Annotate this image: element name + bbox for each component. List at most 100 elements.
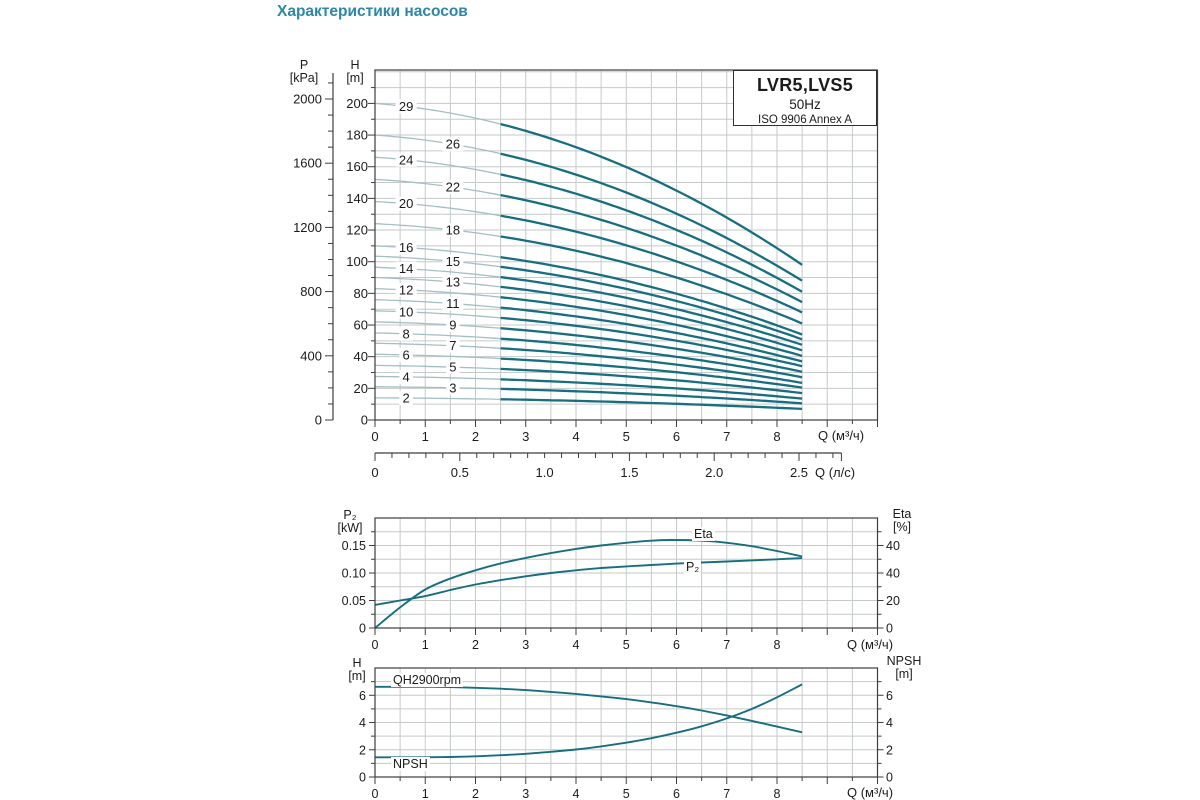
p2-axis-header: P₂ [kW] bbox=[332, 509, 368, 535]
npsh-axis-header: NPSH [m] bbox=[880, 655, 928, 681]
curve-Eta bbox=[374, 539, 803, 629]
p2-axis-tick-label: 0.05 bbox=[342, 594, 366, 608]
pump-curve-14 bbox=[500, 276, 803, 346]
curve-stage-label: 3 bbox=[449, 380, 456, 395]
curve-stage-label-bg bbox=[399, 326, 413, 341]
curve-stage-label: 6 bbox=[403, 347, 410, 362]
pump-curve-thin-9 bbox=[374, 321, 501, 329]
x-tick-label: 5 bbox=[623, 638, 630, 652]
npsh-curve-label: NPSH bbox=[391, 757, 430, 771]
p2-axis-unit: [kW] bbox=[337, 521, 363, 535]
p-axis-tick-label: 1200 bbox=[293, 220, 322, 235]
curve-stage-label-bg bbox=[395, 99, 417, 114]
curve-stage-label: 11 bbox=[446, 296, 460, 311]
pump-model-box: LVR5,LVS5 50Hz ISO 9906 Annex A bbox=[733, 70, 877, 126]
pump-frequency: 50Hz bbox=[789, 97, 821, 112]
main-x-unit: Q (м³/ч) bbox=[818, 428, 865, 443]
main-x-tick-label: 3 bbox=[522, 429, 529, 444]
h-axis-tick-label: 200 bbox=[346, 96, 368, 111]
pump-curve-20 bbox=[500, 214, 803, 314]
pump-curve-8 bbox=[500, 337, 803, 379]
npsh-axis-tick-label: 2 bbox=[886, 743, 893, 757]
pump-curve-18 bbox=[500, 235, 803, 325]
pump-curve-13 bbox=[500, 285, 803, 352]
curve-stage-label-bg bbox=[442, 254, 464, 269]
main-x-tick-label: 4 bbox=[572, 429, 579, 444]
curve-stage-label-bg bbox=[442, 180, 464, 195]
h2-axis-tick-label: 4 bbox=[359, 716, 366, 730]
eta-axis-header: Eta [%] bbox=[884, 508, 920, 534]
pump-curve-thin-20 bbox=[374, 200, 501, 217]
x-tick-label: 4 bbox=[573, 638, 580, 652]
x-tick-label: 6 bbox=[673, 638, 680, 652]
curve-stage-label-bg bbox=[395, 282, 417, 297]
curve-stage-label-bg bbox=[442, 296, 464, 311]
pump-curve-4 bbox=[500, 378, 803, 400]
x-tick-label: 8 bbox=[774, 638, 781, 652]
pump-curve-thin-24 bbox=[374, 156, 501, 176]
h2-axis-symbol: H bbox=[352, 656, 362, 670]
pump-curve-thin-6 bbox=[374, 353, 501, 360]
curve-stage-label-bg bbox=[399, 391, 413, 406]
p-axis-tick-label: 1600 bbox=[293, 156, 322, 171]
pump-standard: ISO 9906 Annex A bbox=[758, 114, 852, 126]
curve-stage-label: 13 bbox=[446, 275, 460, 290]
main-x-tick-label: 5 bbox=[623, 429, 630, 444]
curve-stage-label-bg bbox=[442, 222, 464, 237]
x-tick-label: 2 bbox=[472, 787, 479, 800]
curve-NPSH bbox=[375, 683, 803, 759]
lps-tick-label: 1.5 bbox=[620, 465, 638, 480]
npsh-axis-tick-label: 0 bbox=[886, 771, 893, 785]
npsh-axis-tick-label: 4 bbox=[886, 716, 893, 730]
main-x-tick-label: 2 bbox=[472, 429, 479, 444]
h-axis-tick-label: 0 bbox=[361, 413, 368, 428]
p-axis-header: P [kPa] bbox=[288, 59, 320, 85]
x-tick-label: 7 bbox=[723, 787, 730, 800]
curve-stage-label: 12 bbox=[399, 282, 413, 297]
curve-QH2900rpm bbox=[374, 685, 803, 734]
curve-stage-label: 24 bbox=[399, 152, 413, 167]
p-axis-tick-label: 400 bbox=[300, 348, 322, 363]
curve-stage-label: 22 bbox=[446, 180, 460, 195]
lps-tick-label: 0 bbox=[371, 465, 378, 480]
p2-axis-tick-label: 0.10 bbox=[342, 567, 366, 581]
curve-stage-label: 7 bbox=[449, 338, 456, 353]
pump-curve-thin-29 bbox=[374, 102, 501, 125]
mid-x-unit: Q (м³/ч) bbox=[847, 637, 894, 652]
pump-curve-thin-26 bbox=[374, 134, 501, 155]
page-title: Характеристики насосов bbox=[277, 3, 468, 20]
pump-curve-thin-3 bbox=[374, 386, 501, 390]
p-axis-tick-label: 2000 bbox=[293, 92, 322, 107]
curve-stage-label-bg bbox=[399, 347, 413, 362]
h2-axis-tick-label: 0 bbox=[359, 771, 366, 785]
h2-axis-unit: [m] bbox=[348, 669, 366, 683]
pump-curve-thin-14 bbox=[374, 266, 501, 278]
pump-curve-3 bbox=[500, 387, 803, 405]
curve-stage-label: 26 bbox=[446, 137, 460, 152]
h-axis-tick-label: 140 bbox=[346, 191, 368, 206]
x-tick-label: 4 bbox=[573, 787, 580, 800]
curve-stage-label-bg bbox=[446, 338, 460, 353]
curve-stage-label: 5 bbox=[449, 360, 456, 375]
pump-curve-thin-7 bbox=[374, 342, 501, 349]
eta-curve-label: Eta bbox=[692, 527, 715, 541]
h2-axis-header: H [m] bbox=[341, 657, 373, 683]
p2-axis-tick-label: 0 bbox=[359, 622, 366, 636]
p2-axis-symbol: P₂ bbox=[343, 508, 357, 522]
x-tick-label: 0 bbox=[372, 638, 379, 652]
h-axis-tick-label: 180 bbox=[346, 128, 368, 143]
x-tick-label: 0 bbox=[372, 787, 379, 800]
p2-axis-tick-label: 0.15 bbox=[342, 539, 366, 553]
curve-stage-label: 18 bbox=[446, 222, 460, 237]
h-axis-tick-label: 40 bbox=[354, 349, 368, 364]
eta-axis-symbol: Eta bbox=[892, 507, 912, 521]
x-tick-label: 7 bbox=[723, 638, 730, 652]
pump-curve-thin-5 bbox=[374, 364, 501, 370]
eta-axis-tick-label: 20 bbox=[886, 594, 900, 608]
main-x-tick-label: 8 bbox=[773, 429, 780, 444]
curve-stage-label: 8 bbox=[403, 326, 410, 341]
pump-curve-7 bbox=[500, 347, 803, 384]
curve-stage-label-bg bbox=[395, 152, 417, 167]
curve-stage-label-bg bbox=[442, 275, 464, 290]
